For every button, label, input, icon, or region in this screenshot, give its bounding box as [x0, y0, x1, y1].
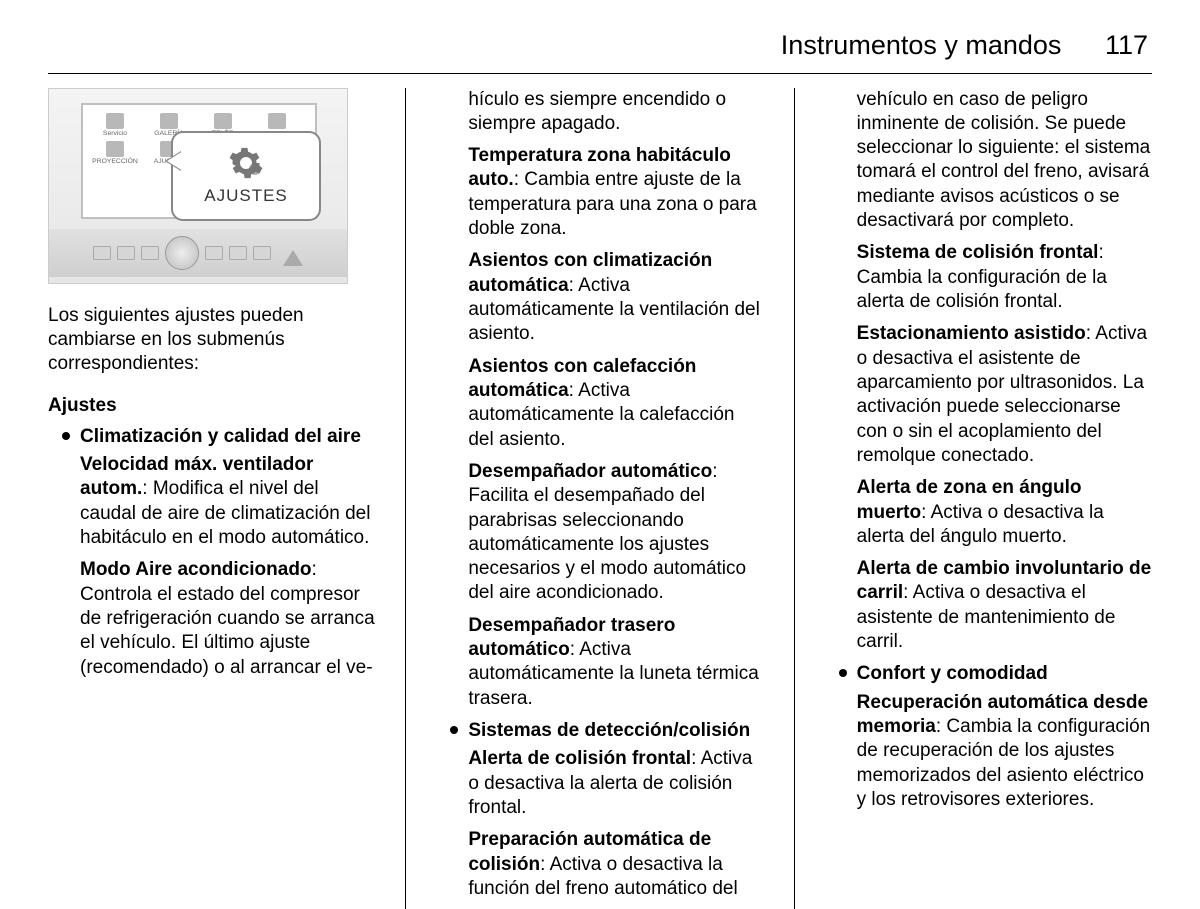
list-item: Confort y comodidad	[825, 662, 1152, 686]
dash-button-icon	[141, 246, 159, 260]
header-title: Instrumentos y mandos	[781, 30, 1062, 60]
dash-button-icon	[205, 246, 223, 260]
page-number: 117	[1105, 30, 1148, 60]
paragraph: Asientos con climatización automática: A…	[436, 249, 763, 346]
intro-text: Los siguientes ajustes pueden cambiarse …	[48, 304, 375, 377]
paragraph: Alerta de zona en ángulo muerto: Activa …	[825, 476, 1152, 549]
gear-icon	[228, 145, 264, 181]
column-2: hículo es siempre encendido o siempre ap…	[436, 88, 763, 909]
menu-slot: PROYECCIÓN	[89, 141, 141, 166]
paragraph: Velocidad máx. ventilador autom.: Modifi…	[48, 453, 375, 550]
paragraph: Alerta de cambio involuntario de carril:…	[825, 557, 1152, 654]
item-heading: Climatización y calidad del aire	[80, 425, 361, 449]
paragraph: Preparación automática de colisión: Acti…	[436, 828, 763, 901]
term: Modo Aire acondicionado	[80, 559, 312, 580]
dash-screen: Servicio GALERÍA TELÉF. PROYECCIÓN AJUST…	[81, 103, 317, 219]
term: Estacionamiento asistido	[857, 323, 1086, 344]
vehicle-infotainment-screenshot: Servicio GALERÍA TELÉF. PROYECCIÓN AJUST…	[48, 88, 348, 284]
paragraph-continuation: vehículo en caso de peligro inminente de…	[825, 88, 1152, 234]
dash-knob-icon	[165, 236, 199, 270]
column-separator	[405, 88, 406, 909]
term: Sistema de colisión frontal	[857, 242, 1099, 263]
page-header: Instrumentos y mandos 117	[48, 28, 1152, 63]
term: Desempañador automático	[468, 461, 712, 482]
dash-controls	[49, 229, 347, 277]
bullet-icon	[62, 432, 70, 440]
column-3: vehículo en caso de peligro inminente de…	[825, 88, 1152, 909]
speech-bubble: AJUSTES	[171, 131, 321, 221]
content-columns: Servicio GALERÍA TELÉF. PROYECCIÓN AJUST…	[48, 88, 1152, 909]
paragraph: Alerta de colisión frontal: Activa o des…	[436, 747, 763, 820]
header-divider	[48, 73, 1152, 74]
paragraph: Estacionamiento asistido: Activa o desac…	[825, 322, 1152, 468]
paragraph: Sistema de colisión frontal: Cambia la c…	[825, 241, 1152, 314]
term: Alerta de colisión frontal	[468, 748, 691, 769]
definition: : Activa o desactiva el asistente de apa…	[857, 323, 1147, 466]
bullet-icon	[839, 669, 847, 677]
section-ajustes: Ajustes	[48, 394, 375, 418]
speech-label: AJUSTES	[204, 185, 288, 207]
paragraph: Asientos con calefacción automática: Act…	[436, 355, 763, 452]
definition: : Facilita el desempañado del parabrisas…	[468, 461, 746, 604]
paragraph: Desempañador trasero automático: Activa …	[436, 614, 763, 711]
item-heading: Confort y comodidad	[857, 662, 1048, 686]
hazard-triangle-icon	[283, 240, 303, 266]
dash-button-icon	[253, 246, 271, 260]
list-item: Sistemas de detección/colisión	[436, 719, 763, 743]
dash-button-icon	[93, 246, 111, 260]
menu-slot: Servicio	[89, 113, 141, 138]
column-separator	[794, 88, 795, 909]
paragraph: Modo Aire acondicionado: Controla el est…	[48, 558, 375, 680]
paragraph: Desempañador automático: Facilita el des…	[436, 460, 763, 606]
paragraph-continuation: hículo es siempre encendido o siempre ap…	[436, 88, 763, 137]
dash-button-icon	[117, 246, 135, 260]
bullet-icon	[450, 726, 458, 734]
list-item: Climatización y calidad del aire	[48, 425, 375, 449]
paragraph: Temperatura zona habitáculo auto.: Cambi…	[436, 144, 763, 241]
item-heading: Sistemas de detección/colisión	[468, 719, 750, 743]
column-1: Servicio GALERÍA TELÉF. PROYECCIÓN AJUST…	[48, 88, 375, 909]
paragraph: Recuperación automática desde memoria: C…	[825, 691, 1152, 813]
dash-button-icon	[229, 246, 247, 260]
